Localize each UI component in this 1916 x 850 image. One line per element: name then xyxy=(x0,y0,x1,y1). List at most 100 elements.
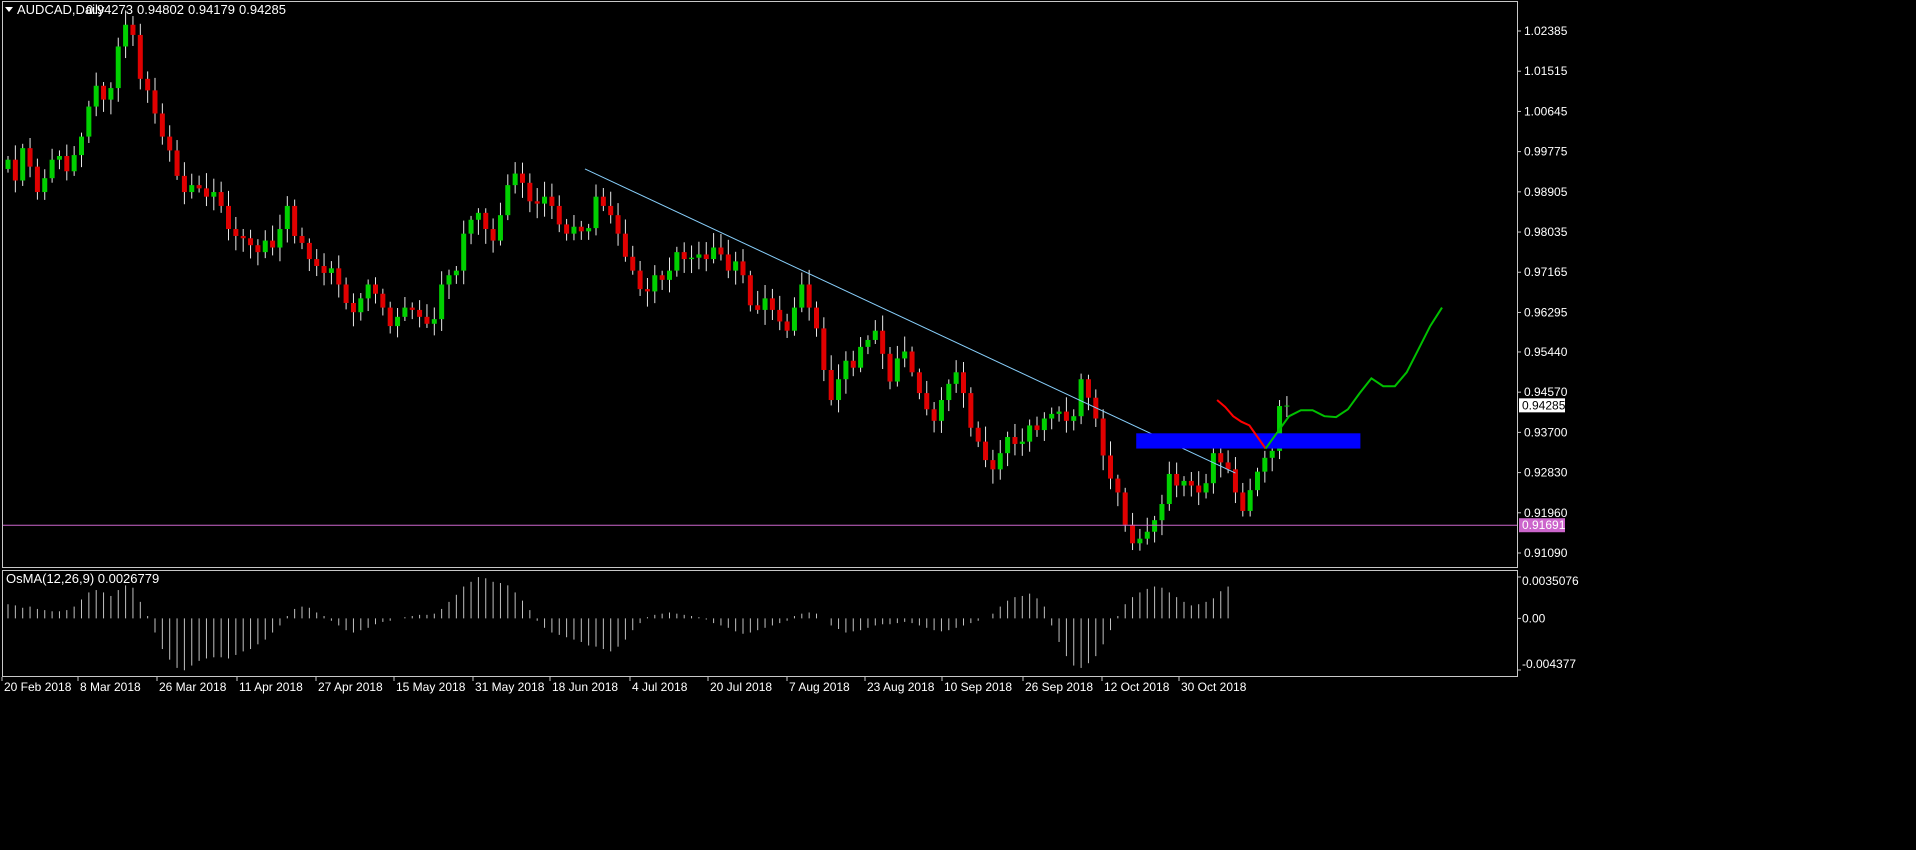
candle-body xyxy=(233,229,239,236)
candle-body xyxy=(1034,425,1040,431)
y-tick-label: 0.94570 xyxy=(1524,385,1568,399)
horizontal-level-tag xyxy=(1519,518,1565,533)
candle-body xyxy=(86,106,92,137)
candle-body xyxy=(630,256,636,271)
candle-body xyxy=(902,351,908,359)
trendline[interactable] xyxy=(584,168,1236,474)
candle-body xyxy=(1232,469,1238,493)
candle-body xyxy=(946,383,952,401)
candle-body xyxy=(549,196,555,206)
candle-body xyxy=(711,247,717,260)
candle-body xyxy=(218,192,224,206)
candle-body xyxy=(1108,455,1113,479)
time-axis: 20 Feb 2018 8 Mar 2018 26 Mar 2018 11 Apr 2… xyxy=(1,677,1247,694)
candle-body xyxy=(1130,524,1136,544)
candle-body xyxy=(203,188,209,197)
candle-body xyxy=(468,219,474,234)
candle-body xyxy=(343,284,349,303)
candle-body xyxy=(1027,425,1033,442)
candle-body xyxy=(1262,457,1268,472)
candle-body xyxy=(34,166,40,193)
candle-body xyxy=(402,307,408,317)
candle-body xyxy=(1269,450,1275,458)
candle-body xyxy=(1196,485,1202,493)
candle-body xyxy=(1174,473,1180,486)
candle-body xyxy=(240,235,246,239)
candle-body xyxy=(615,215,621,234)
candle-body xyxy=(769,298,775,310)
candle-body xyxy=(843,360,849,380)
price-tags: 0.94285 0.91691 xyxy=(1519,398,1566,533)
x-tick-label: 23 Aug 2018 xyxy=(867,680,935,694)
candle-body xyxy=(1218,453,1224,463)
x-tick-label: 12 Oct 2018 xyxy=(1104,680,1170,694)
resistance-zone[interactable] xyxy=(1136,433,1361,449)
triangle-down-icon[interactable] xyxy=(5,7,13,12)
x-tick-label: 27 Apr 2018 xyxy=(318,680,383,694)
candle-body xyxy=(564,224,570,234)
candle-body xyxy=(12,159,18,181)
candle-body xyxy=(123,24,129,47)
candle-body xyxy=(622,233,628,257)
candle-body xyxy=(1100,418,1106,456)
candle-body xyxy=(174,150,180,176)
horizontal-level-label: 0.91691 xyxy=(1522,518,1566,532)
candle-body xyxy=(1284,405,1290,407)
candle-body xyxy=(167,136,173,151)
indicator-frame xyxy=(2,570,1518,677)
candle-body xyxy=(791,307,797,331)
candle-body xyxy=(747,275,753,306)
candle-body xyxy=(1240,492,1246,511)
candle-body xyxy=(27,148,33,167)
candle-body xyxy=(284,205,290,230)
x-tick-label: 4 Jul 2018 xyxy=(632,680,688,694)
candle-body xyxy=(292,205,298,236)
candle-body xyxy=(446,275,452,285)
candle-body xyxy=(777,309,783,322)
candle-body xyxy=(512,173,518,186)
candle-body xyxy=(637,270,643,290)
projection-group xyxy=(1216,307,1443,450)
candlesticks xyxy=(5,10,1290,551)
candle-body xyxy=(115,46,121,89)
header-close: 0.94285 xyxy=(239,2,286,17)
candle-body xyxy=(1005,437,1011,454)
candle-body xyxy=(828,369,834,401)
y-tick-label: 1.01515 xyxy=(1524,64,1568,78)
candle-body xyxy=(652,275,658,292)
candle-body xyxy=(196,185,202,189)
y-tick-label: 0.97165 xyxy=(1524,265,1568,279)
candle-body xyxy=(659,275,665,280)
candle-body xyxy=(152,90,158,114)
candle-body xyxy=(850,360,856,368)
candle-body xyxy=(578,226,584,232)
candle-body xyxy=(784,321,790,331)
candle-body xyxy=(439,284,445,320)
candle-body xyxy=(461,233,467,271)
candle-body xyxy=(1078,379,1084,417)
candle-body xyxy=(365,284,371,299)
candle-body xyxy=(417,309,423,317)
candle-body xyxy=(806,284,812,308)
candle-body xyxy=(5,159,11,169)
candle-body xyxy=(270,240,276,248)
candle-body xyxy=(1203,483,1209,493)
candle-body xyxy=(328,268,334,273)
candle-body xyxy=(358,298,364,313)
candle-body xyxy=(858,346,864,368)
resistance-zone-group xyxy=(1136,433,1361,449)
candle-body xyxy=(593,196,599,229)
candle-body xyxy=(674,252,680,271)
candle-body xyxy=(696,254,702,258)
candle-body xyxy=(20,148,26,181)
candle-body xyxy=(145,78,151,91)
candle-body xyxy=(1225,462,1231,470)
candle-body xyxy=(314,259,320,267)
candle-body xyxy=(703,254,709,260)
candle-body xyxy=(909,351,915,373)
candle-body xyxy=(667,270,672,280)
candle-body xyxy=(101,85,107,100)
candle-body xyxy=(211,192,217,197)
y-tick-label: 0.93700 xyxy=(1524,425,1568,439)
